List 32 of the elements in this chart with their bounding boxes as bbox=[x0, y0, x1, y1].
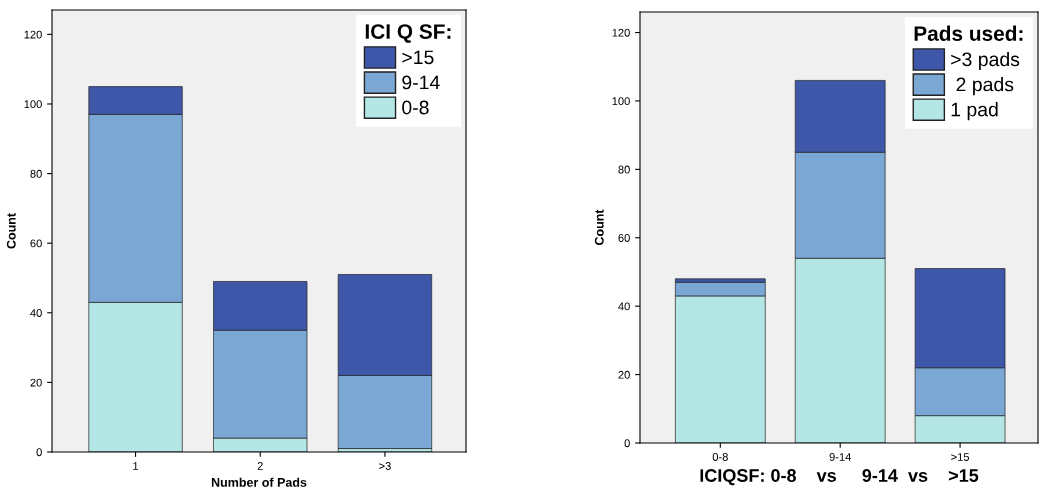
x-tick-label: 9-14 bbox=[829, 453, 851, 461]
x-tick-label: >3 bbox=[379, 462, 391, 470]
legend-label: >15 bbox=[402, 50, 434, 65]
y-tick-label: 20 bbox=[618, 370, 630, 379]
y-tick-label: 20 bbox=[30, 378, 42, 387]
y-tick-label: 60 bbox=[30, 239, 42, 248]
y-tick-label: 120 bbox=[24, 30, 42, 39]
y-tick-label: 80 bbox=[30, 169, 42, 178]
legend-title: ICI Q SF: bbox=[365, 24, 451, 43]
x-axis-title: ICIQSF: 0-8 vs 9-14 vs >15 bbox=[700, 469, 979, 486]
y-tick-label: 0 bbox=[624, 439, 630, 448]
x-tick-label: 1 bbox=[133, 462, 139, 470]
y-tick-label: 100 bbox=[24, 100, 42, 109]
legend-label: >3 pads bbox=[951, 51, 1020, 71]
y-axis-title: Count bbox=[594, 209, 604, 246]
y-tick-label: 40 bbox=[30, 309, 42, 317]
x-axis-title: Number of Pads bbox=[211, 477, 307, 487]
y-tick-label: 100 bbox=[612, 97, 630, 106]
legend-label: 2 pads bbox=[956, 77, 1014, 96]
y-tick-label: 40 bbox=[618, 302, 630, 311]
y-tick-label: 60 bbox=[618, 234, 630, 242]
y-axis-title: Count bbox=[6, 213, 16, 249]
y-tick-label: 0 bbox=[36, 448, 42, 457]
legend-label: 0-8 bbox=[402, 100, 429, 115]
y-tick-label: 120 bbox=[612, 28, 630, 37]
x-tick-label: >15 bbox=[951, 453, 970, 461]
x-tick-label: 0-8 bbox=[712, 453, 728, 461]
legend-label: 9-14 bbox=[402, 75, 440, 90]
legend-title: Pads used: bbox=[914, 25, 1023, 41]
y-tick-label: 80 bbox=[618, 165, 630, 174]
legend-label: 1 pad bbox=[951, 102, 998, 121]
x-tick-label: 2 bbox=[257, 462, 263, 470]
